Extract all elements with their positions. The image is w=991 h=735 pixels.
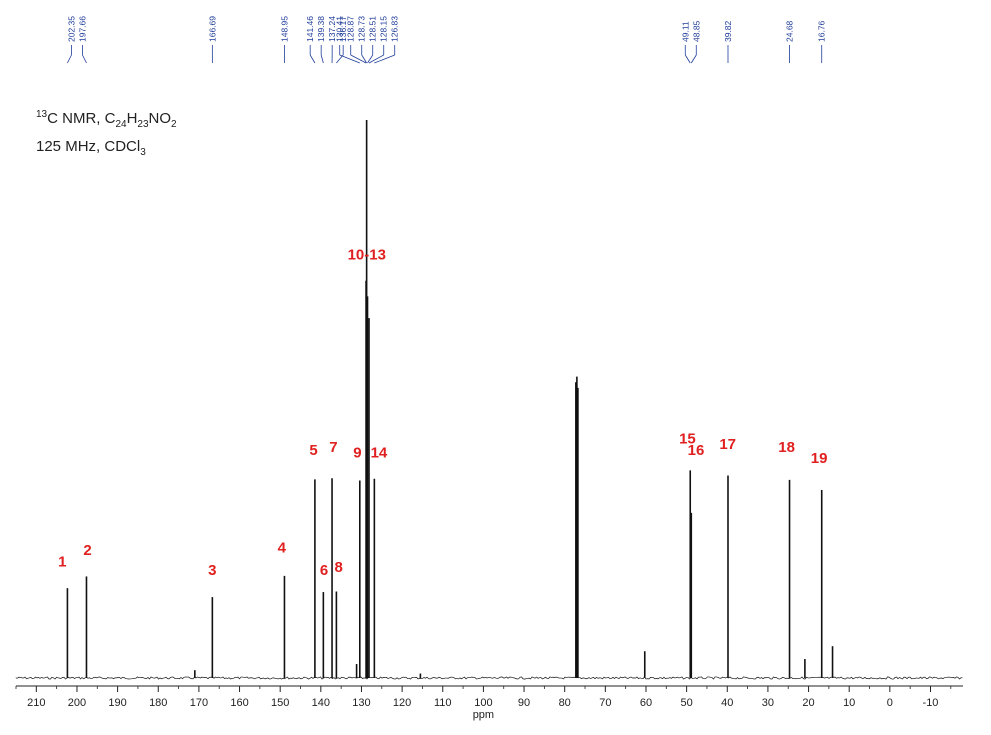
peak-assignment: 3 — [208, 562, 216, 579]
x-tick-label: 120 — [393, 697, 411, 709]
peak-assignment: 14 — [371, 445, 388, 462]
x-tick-label: 140 — [312, 697, 330, 709]
reference-leader — [684, 54, 691, 64]
x-tick-label: 50 — [680, 697, 692, 709]
baseline-noise — [15, 676, 963, 680]
x-axis-title: ppm — [473, 709, 494, 721]
reference-value: 148.95 — [279, 16, 289, 42]
x-tick-label: -10 — [923, 697, 939, 709]
reference-value: 16.76 — [817, 20, 827, 42]
reference-value: 126.83 — [390, 16, 400, 42]
peak-assignment: 19 — [811, 450, 828, 467]
reference-value: 166.69 — [207, 16, 217, 42]
reference-value: 130.41 — [335, 16, 345, 42]
x-tick-label: 100 — [474, 697, 492, 709]
reference-value: 136.17 — [338, 16, 348, 42]
reference-value: 39.82 — [723, 20, 733, 42]
reference-value: 202.35 — [66, 16, 76, 42]
peak-assignment: 9 — [353, 445, 361, 462]
reference-leader — [309, 54, 316, 64]
x-tick-label: 70 — [599, 697, 611, 709]
reference-value: 197.66 — [77, 16, 87, 42]
peak-assignment: 10-13 — [348, 247, 386, 264]
x-tick-label: 40 — [721, 697, 733, 709]
reference-leader — [368, 54, 384, 64]
x-tick-label: 20 — [802, 697, 814, 709]
reference-leader — [82, 54, 87, 64]
peak-assignment: 15 — [679, 431, 696, 448]
x-axis: 210 200 190 180 170 160 150 140 130 120 110 100 90 80… — [15, 685, 963, 721]
peak-reference-labels: 202.35 197.66 166.69 148.95 141.46 139.38 137.… — [66, 16, 827, 64]
reference-leader — [339, 54, 360, 64]
baseline-trace — [15, 676, 963, 680]
x-tick-label: 60 — [640, 697, 652, 709]
x-tick-label: 30 — [762, 697, 774, 709]
reference-value: 128.87 — [346, 16, 356, 42]
peak-assignment: 17 — [719, 436, 736, 453]
x-tick-label: 80 — [559, 697, 571, 709]
x-tick-label: 170 — [190, 697, 208, 709]
x-tick-label: 150 — [271, 697, 289, 709]
reference-value: 128.73 — [357, 16, 367, 42]
reference-value: 137.24 — [327, 16, 337, 42]
x-tick-label: 110 — [434, 697, 452, 709]
x-tick-label: 180 — [149, 697, 167, 709]
reference-leader — [690, 54, 697, 64]
reference-value: 49.11 — [680, 21, 690, 42]
reference-value: 48.85 — [691, 20, 701, 42]
reference-leader — [67, 54, 72, 64]
peak-assignment: 5 — [309, 442, 317, 459]
title-line-1: 13C NMR, C24H23NO2 — [36, 109, 177, 130]
x-tick-label: 90 — [518, 697, 530, 709]
title-line-2: 125 MHz, CDCl3 — [36, 138, 146, 158]
x-tick-label: 200 — [68, 697, 86, 709]
x-tick-label: 130 — [352, 697, 370, 709]
peak-assignment: 1 — [58, 553, 66, 570]
spectrum-peaks — [66, 120, 834, 678]
spectrum-title: 13C NMR, C24H23NO2 125 MHz, CDCl3 — [36, 104, 177, 164]
peak-assignment: 7 — [329, 439, 337, 456]
x-tick-label: 190 — [108, 697, 126, 709]
peak-assignment: 8 — [335, 559, 343, 576]
x-tick-label: 210 — [27, 697, 45, 709]
peak-assignment: 2 — [83, 542, 91, 559]
peak-assignment: 16 — [688, 442, 705, 459]
reference-leader — [361, 54, 367, 64]
x-tick-label: 10 — [843, 697, 855, 709]
reference-value: 128.51 — [368, 16, 378, 42]
reference-leader — [350, 54, 367, 64]
peak-assignment: 4 — [278, 539, 287, 556]
reference-value: 24.68 — [785, 20, 795, 42]
reference-leader — [367, 54, 374, 64]
reference-value: 139.38 — [316, 16, 326, 42]
reference-value: 141.46 — [305, 16, 315, 42]
reference-leader — [374, 54, 395, 64]
reference-value: 128.15 — [379, 16, 389, 42]
x-tick-label: 0 — [887, 697, 893, 709]
peak-assignment: 6 — [320, 562, 328, 579]
peak-assignment: 18 — [778, 439, 795, 456]
x-tick-label: 160 — [230, 697, 248, 709]
reference-leader — [320, 54, 324, 64]
